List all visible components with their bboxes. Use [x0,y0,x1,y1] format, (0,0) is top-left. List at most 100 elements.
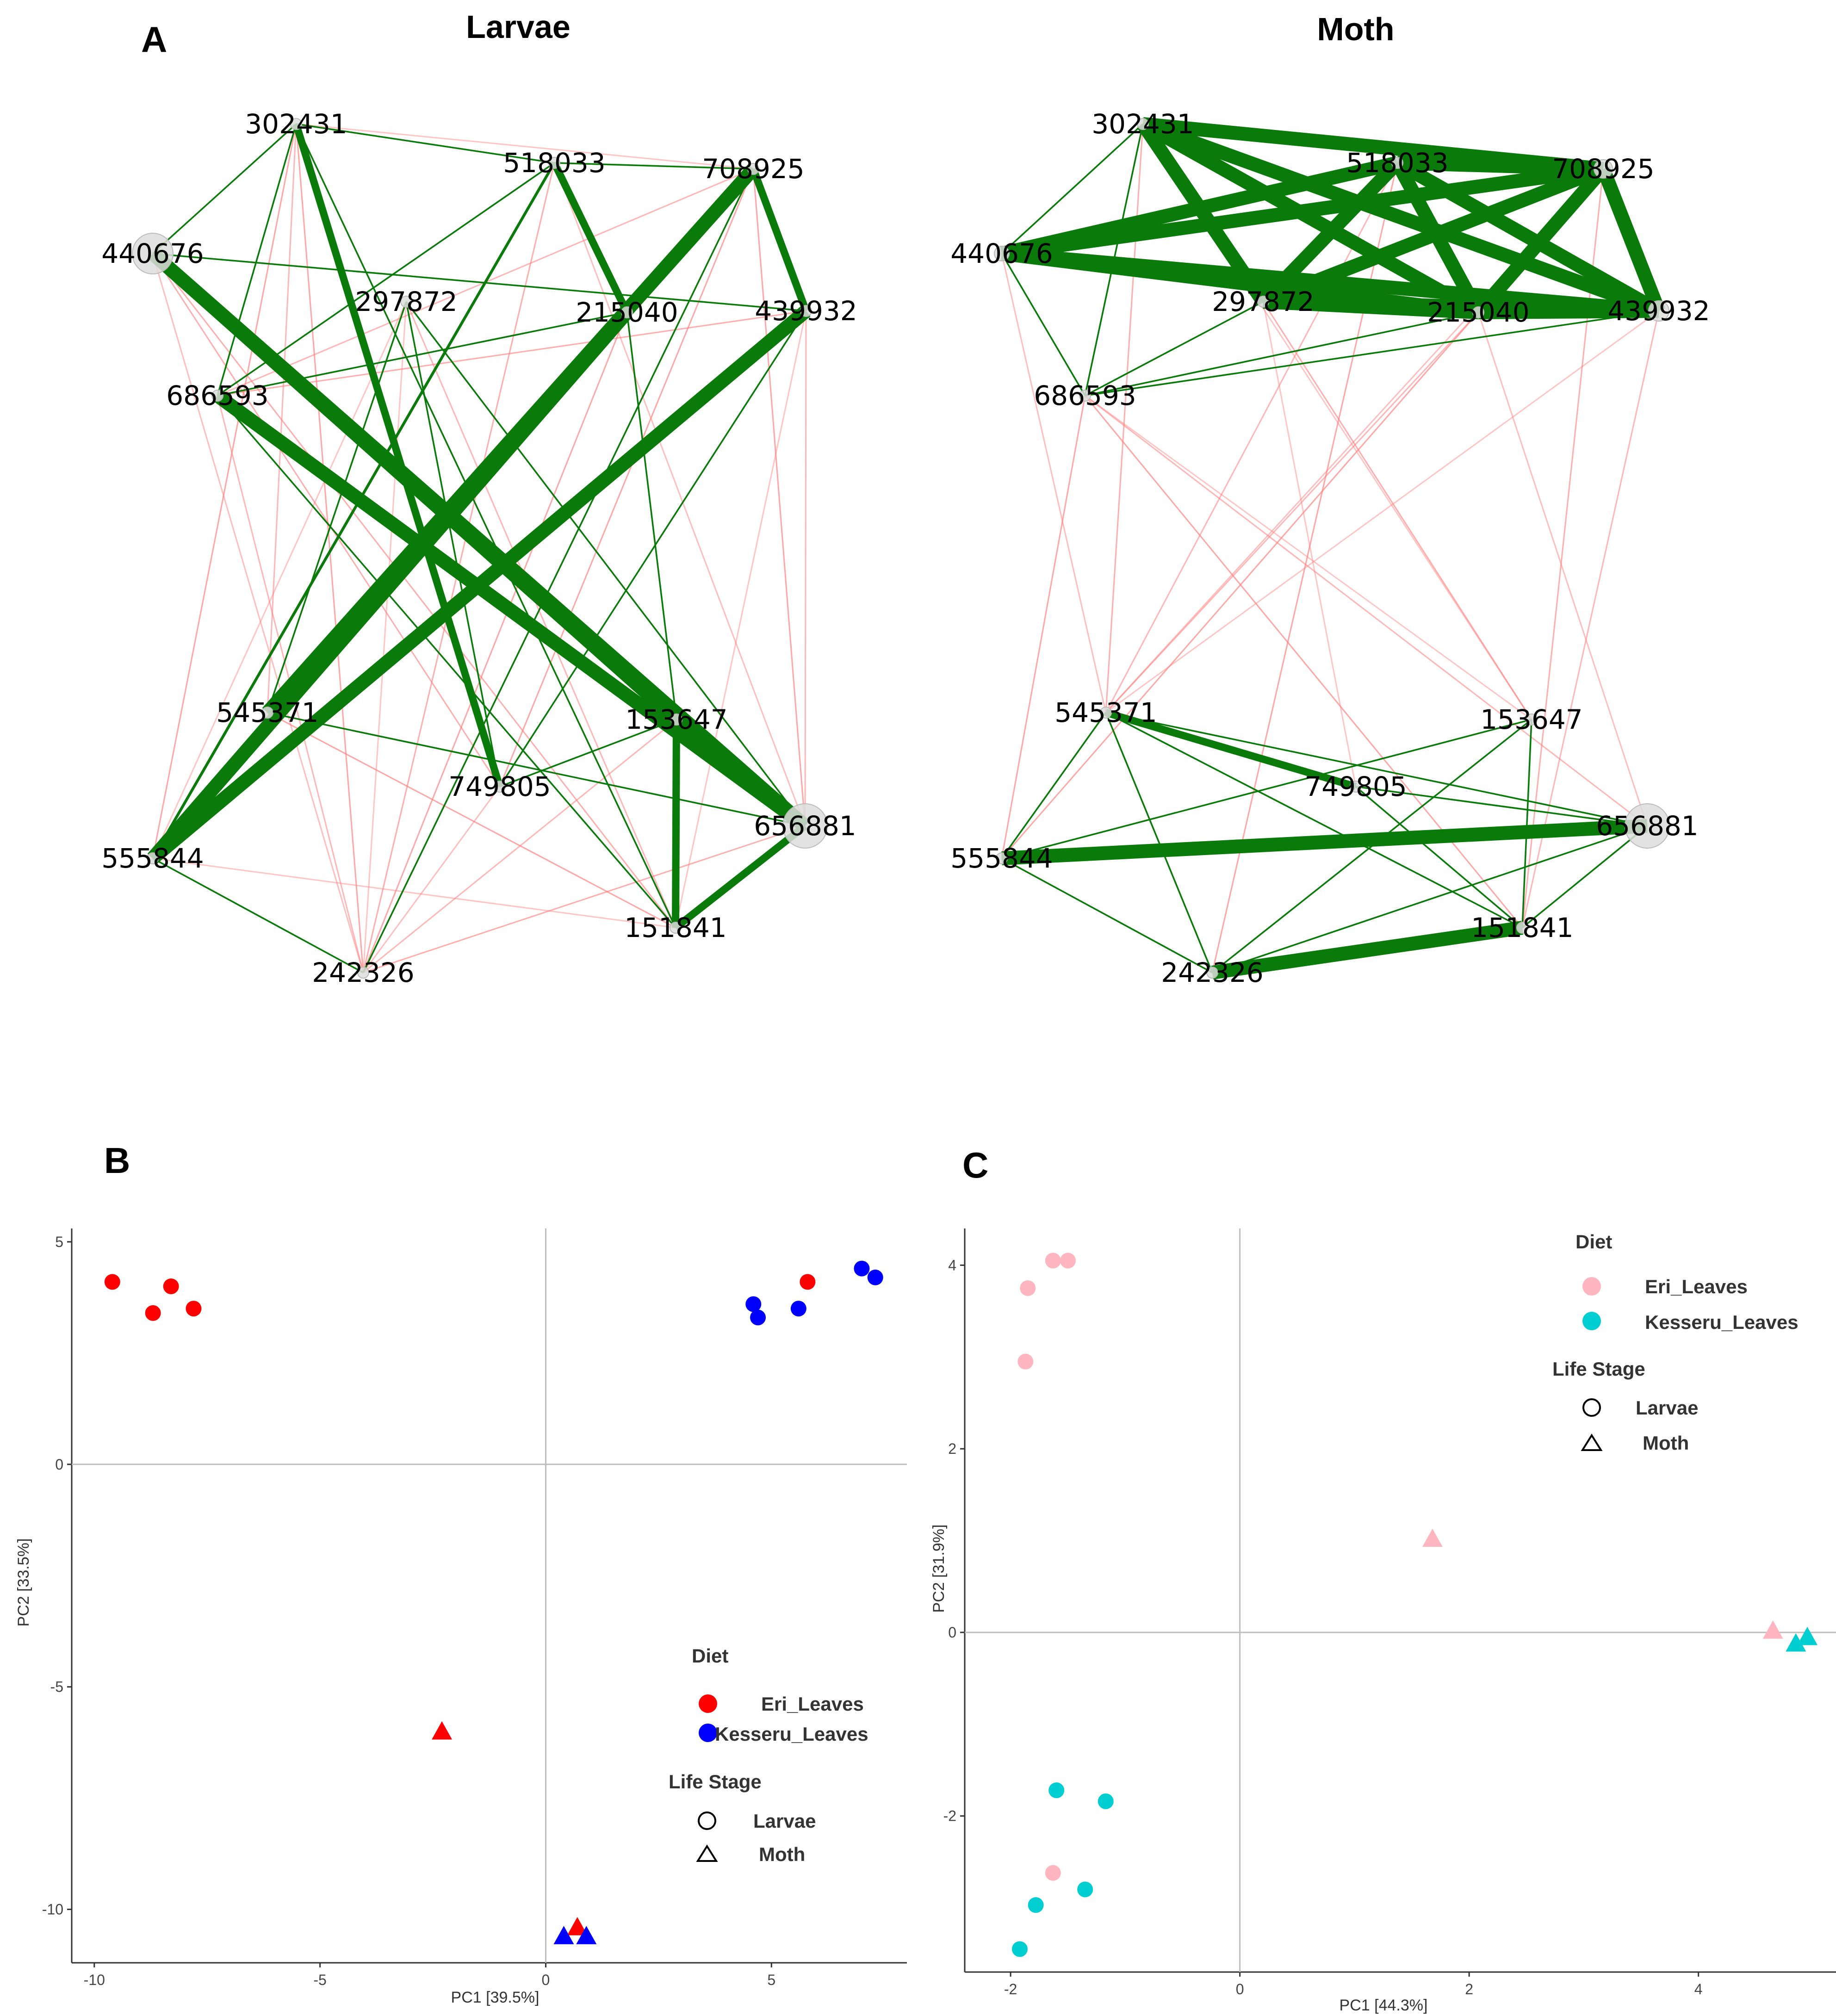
moth-node-label: 297872 [1212,286,1314,317]
moth-node [1206,967,1218,979]
larvae-node-label: 545371 [216,697,318,728]
legend-label-moth-b: Moth [759,1843,805,1865]
larvae-node-label: 518033 [503,147,605,179]
moth-negative-edge [1105,162,1398,713]
larvae-negative-edge [362,312,628,973]
moth-node-label: 151841 [1471,912,1573,943]
moth-positive-edge [1597,166,1665,314]
pca-b-x-tick-label: 5 [767,1972,775,1988]
pca-plot-c: PC1 [44.3%] PC2 [31.9%] -2 0 2 4 4 2 0 -2 Diet … [930,1228,1836,2014]
moth-node-label: 215040 [1427,297,1529,328]
larvae-node-label: 749805 [448,771,551,802]
larvae-node-label: 215040 [576,297,678,328]
pca-c-x-tick-label: 2 [1465,1981,1473,1997]
pca-c-point-triangle [1422,1528,1443,1547]
pca-c-x-tick-label: -2 [1004,1981,1017,1997]
larvae-node [357,967,369,979]
larvae-positive-edge [499,719,677,788]
moth-positive-edge [1084,124,1144,396]
larvae-node [290,118,302,130]
pca-b-point-circle [790,1301,806,1317]
legend-stage-title-b: Life Stage [669,1771,762,1793]
moth-node-label: 439932 [1607,295,1710,327]
moth-positive-edge [1085,301,1264,397]
legend-label-moth-c: Moth [1643,1432,1689,1454]
moth-node [1594,159,1613,179]
moth-node-label: 153647 [1480,704,1582,735]
pca-b-point-circle [745,1296,762,1312]
pca-c-y-tick-label: -2 [943,1808,956,1824]
moth-positive-edge [1211,719,1532,974]
larvae-negative-edge [152,301,407,859]
legend-shape-larvae-b [698,1811,716,1830]
moth-positive-edge [1355,786,1648,827]
moth-positive-edge [1000,156,1399,261]
pca-b-x-tick-label: 0 [542,1972,550,1988]
pca-b-point-circle [750,1309,766,1326]
moth-node-label: 749805 [1304,771,1407,802]
moth-positive-edge [1263,295,1479,319]
pca-c-y-tick-label: 4 [948,1257,956,1273]
larvae-negative-edge [362,786,501,973]
panel-letter-a: A [141,19,167,60]
moth-positive-edge [1139,118,1482,319]
larvae-positive-edge [750,167,810,312]
moth-positive-edge [1140,117,1662,318]
legend-label-kesseru-c: Kesseru_Leaves [1645,1311,1799,1333]
moth-node [1391,157,1403,169]
moth-node-label: 545371 [1054,697,1157,728]
legend-c: Diet Eri_Leaves Kesseru_Leaves Life Stag… [1552,1231,1799,1454]
pca-b-y-tick-label: 5 [55,1234,63,1250]
larvae-negative-edge [675,310,807,928]
larvae-negative-edge [804,310,807,826]
larvae-negative-edge [752,168,806,826]
moth-node [1079,390,1091,402]
legend-diet-title-c: Diet [1575,1231,1612,1253]
larvae-positive-edge [148,248,681,725]
legend-label-eri-c: Eri_Leaves [1645,1276,1748,1297]
legend-shape-moth-c [1581,1433,1603,1451]
larvae-node [548,157,560,169]
larvae-positive-edge [405,301,501,787]
pca-b-point-triangle [432,1721,453,1740]
legend-label-kesseru-b: Kesseru_Leaves [715,1723,868,1745]
pca-b-y-tick-label: -5 [50,1679,63,1695]
pca-c-point-circle [1048,1782,1065,1799]
moth-negative-edge [1001,395,1086,859]
larvae-positive-edge [295,124,676,928]
moth-node [994,246,1010,261]
larvae-node-label: 656881 [754,810,856,842]
larvae-positive-edge [213,390,809,832]
legend-stage-title-c: Life Stage [1552,1358,1645,1380]
moth-node-label: 440676 [950,238,1053,269]
moth-node [1257,296,1269,308]
larvae-node [670,713,682,726]
pca-b-point-circle [163,1278,179,1295]
moth-positive-edge [1260,162,1606,308]
larvae-node-label: 297872 [355,286,457,317]
larvae-positive-edge [217,311,627,397]
legend-swatch-eri-c [1582,1277,1601,1296]
larvae-negative-edge [499,168,754,787]
moth-positive-edge [1258,158,1402,307]
larvae-node [747,163,759,175]
pca-c-x-tick-label: 0 [1236,1981,1244,1997]
moth-node [1526,713,1538,726]
pca-b-x-tick-label: -5 [313,1972,326,1988]
larvae-node-label: 439932 [755,295,857,327]
moth-negative-edge [1521,168,1604,928]
larvae-node-label: 302431 [245,108,347,140]
network-moth: 302431 518033 708925 440676 297872 215040 4399… [950,108,1710,988]
larvae-positive-edge [152,123,297,254]
pca-c-point-circle [1077,1881,1093,1898]
legend-label-eri-b: Eri_Leaves [761,1693,864,1715]
moth-negative-edge [1085,395,1532,720]
larvae-node-label: 151841 [624,912,726,943]
larvae-node [400,296,412,308]
panel-letter-c: C [962,1145,988,1185]
larvae-negative-edge [152,124,297,859]
moth-node [1472,306,1484,318]
larvae-positive-edge [405,301,806,827]
legend-shape-moth-b [696,1844,718,1862]
